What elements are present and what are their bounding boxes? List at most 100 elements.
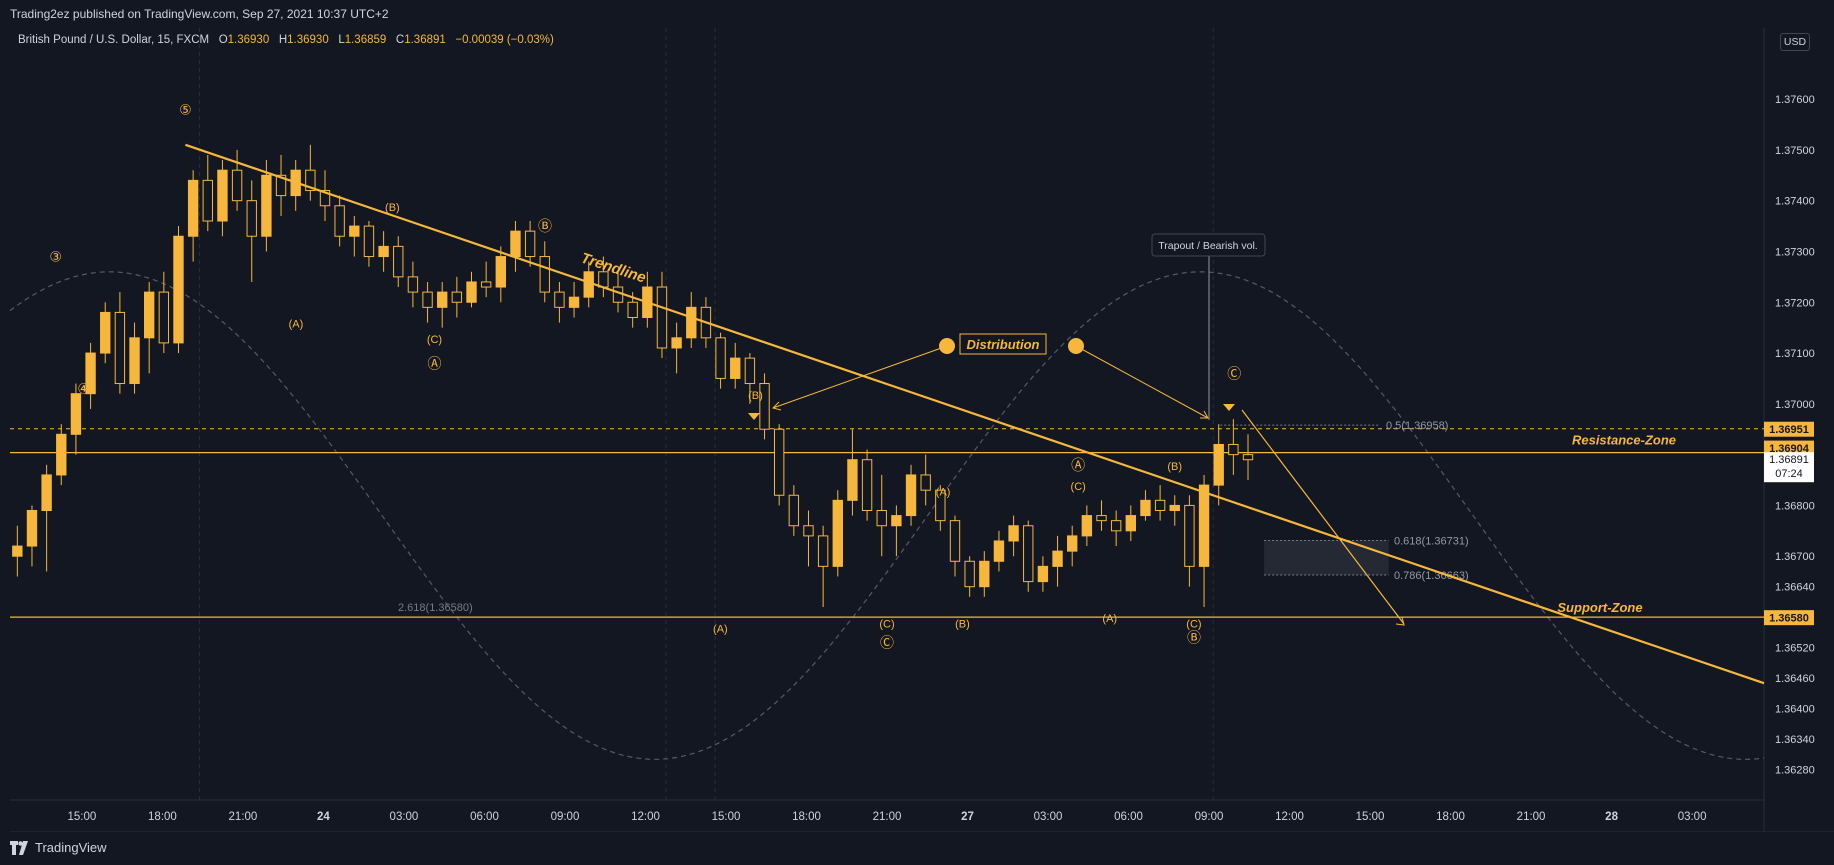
candle-bear [773,428,785,496]
wave-label: (A) [936,486,951,498]
fib-50-label: 0.5(1.36958) [1386,420,1448,432]
tradingview-logo[interactable]: TradingView [10,840,107,855]
candle-bear [1228,443,1239,456]
y-tick-label: 1.36460 [1775,673,1815,685]
cycle-curve-path [9,271,1765,761]
x-tick-label: 28 [1605,811,1618,823]
low-value: 1.36859 [344,34,387,46]
candle-bull [466,281,477,303]
candle-bull [143,291,155,339]
grid-lines [198,28,1214,800]
candle-bear [480,281,492,288]
candle-bear [964,560,975,588]
wave-label: (A) [713,623,728,635]
time-axis[interactable]: 15:00 18:00 21:00 24 03:00 06:00 09:00 12:00 15:… [68,811,1707,823]
wave-label: (A) [1102,613,1117,625]
candle-bull [41,474,52,511]
candle-bear [788,494,800,527]
candle-bull [378,245,389,258]
x-tick-label: 21:00 [873,811,902,823]
candle-bull [671,337,682,349]
distribution-label: Distribution [967,337,1040,352]
wave-label: ③ [49,249,62,265]
candle-bear [158,291,170,344]
projection-arrow [1241,409,1405,625]
x-tick-label: 03:00 [1034,811,1063,823]
candle-bull [70,393,82,435]
x-tick-label: 15:00 [68,811,97,823]
trapout-label: Trapout / Bearish vol. [1158,240,1257,252]
y-tick-label: 1.36340 [1775,734,1815,746]
distribution-arrow-left [772,345,948,409]
candle-bull [1169,504,1180,511]
candle-series [12,144,1254,607]
candle-bull [349,225,360,237]
wave-label: ④ [77,381,90,397]
y-tick-label: 1.36800 [1775,500,1815,512]
chart-area[interactable] [10,28,1764,832]
candle-bear [876,510,887,527]
candle-bull [979,560,990,588]
candle-bull [510,230,521,258]
candle-bear [246,200,257,237]
open-label: O [218,34,228,46]
wave-label: (B) [955,618,970,630]
close-value: 1.36891 [404,34,446,46]
arrow-head [772,401,782,411]
candle-bear [715,337,726,379]
y-tick-label: 1.37600 [1775,94,1815,106]
currency-button[interactable]: USD [1780,33,1810,51]
candle-bear [612,286,624,303]
price-chart[interactable]: Resistance-Zone Support-Zone 0.5(1.36958) 0… [0,0,1834,832]
candle-bull [568,296,580,308]
price-badge [1764,421,1814,437]
symbol-legend: British Pound / U.S. Dollar, 15, FXCM O1… [18,34,554,46]
candle-bear [656,286,668,349]
candle-bear [275,174,287,197]
x-tick-label: 03:00 [390,811,419,823]
x-tick-label: 06:00 [470,811,499,823]
price-badge [1764,440,1814,456]
current-price-label: 1.36891 [1769,454,1809,466]
candle-bear [627,301,638,318]
candle-bull [1140,499,1151,517]
countdown-label: 07:24 [1775,468,1803,480]
marker-triangle [1223,404,1235,411]
candle-bear [1242,454,1254,461]
y-tick-label: 1.36520 [1775,643,1815,655]
wave-label: (C) [1071,481,1086,493]
candle-bear [744,357,756,385]
price-badge [1764,610,1814,626]
fib-zone-box [1264,540,1389,576]
y-tick-label: 1.37500 [1775,145,1815,157]
price-axis[interactable]: 1.37600 1.37500 1.37400 1.37300 1.37200 1.371… [1775,94,1815,776]
candle-bear [539,256,550,293]
candle-bear [1184,504,1195,567]
y-tick-label: 1.36400 [1775,704,1815,716]
resistance-zone-label: Resistance-Zone [1572,433,1676,448]
candle-bull [1125,515,1136,532]
tradingview-brand: TradingView [35,840,107,855]
arrow-head [1395,616,1405,626]
candle-bull [1067,535,1078,552]
candle-bull [686,306,697,339]
candle-bull [261,174,272,237]
support-zone-label: Support-Zone [1557,600,1642,615]
candle-bear [202,179,213,222]
high-label: H [278,34,288,46]
change-value: −0.00039 (−0.03%) [455,34,554,46]
close-label: C [395,34,405,46]
candle-bull [905,474,917,517]
price-badge-label: 1.36904 [1769,443,1810,455]
footer-bar: TradingView [0,832,1834,865]
candle-bull [1052,550,1063,567]
candle-bear [920,474,931,491]
wave-label: (C) [879,618,894,630]
candle-bull [85,352,96,395]
publish-line: Trading2ez published on TradingView.com,… [10,7,389,21]
candle-bear [422,291,433,308]
tradingview-logo-icon [10,840,28,855]
fib-786-label: 0.786(1.36663) [1394,570,1469,582]
candle-bull [1213,443,1224,486]
